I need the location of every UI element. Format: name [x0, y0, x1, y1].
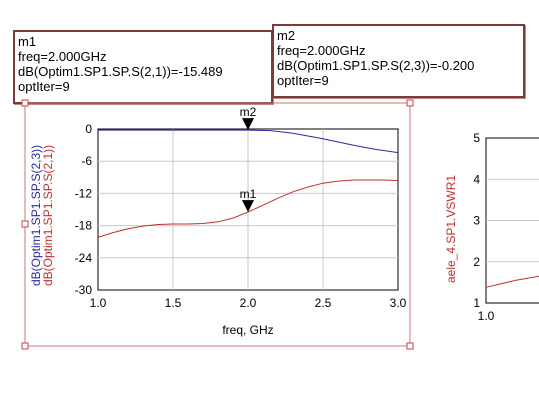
marker-m1-iter: optIter=9 [18, 79, 70, 94]
y-tick-label-right: 2 [473, 255, 480, 269]
y-tick-label-right: 3 [473, 214, 480, 228]
x-tick-label: 2.5 [315, 296, 332, 310]
marker-m1-value: dB(Optim1.SP1.SP.S(2,1))=-15.489 [18, 64, 223, 79]
marker-m2-iter: optIter=9 [277, 73, 329, 88]
x-tick-label: 1.5 [165, 296, 182, 310]
marker-m1-name: m1 [18, 34, 37, 49]
ylabel-s23: dB(Optim1.SP1.SP.S(2,3)) [29, 145, 43, 286]
xlabel: freq, GHz [222, 323, 273, 337]
y-tick-label-right: 1 [473, 296, 480, 310]
series-line-vswr [485, 275, 539, 288]
marker-m2-value: dB(Optim1.SP1.SP.S(2,3))=-0.200 [277, 58, 475, 73]
y-tick-label-right: 5 [473, 131, 480, 145]
marker-m1-freq: freq=2.000GHz [18, 49, 107, 64]
resize-handle-bl[interactable] [21, 342, 29, 350]
marker-m2-name: m2 [277, 28, 296, 43]
marker-m2-readout[interactable]: m2 freq=2.000GHz dB(Optim1.SP1.SP.S(2,3)… [272, 24, 525, 98]
marker-m2-label: m2 [240, 105, 257, 119]
resize-handle-tr[interactable] [406, 99, 414, 107]
y-tick-label: 0 [85, 122, 92, 136]
marker-m1-label: m1 [240, 187, 257, 201]
tick-labels-right: 5 4 3 2 11.0 [473, 131, 494, 323]
resize-handle-br[interactable] [406, 342, 414, 350]
y-tick-label: -24 [75, 251, 93, 265]
resize-handle-tl[interactable] [21, 99, 29, 107]
tick-labels: 1.0 1.5 2.0 2.5 3.0 0 -6 -12 -18 -24 -30 [75, 122, 407, 310]
grid-lines-right [486, 178, 539, 263]
y-tick-label: -6 [81, 154, 92, 168]
series-group-right [485, 275, 539, 288]
x-tick-label: 3.0 [390, 296, 407, 310]
y-tick-label-right: 4 [473, 172, 480, 186]
ylabel-s21: dB(Optim1.SP1.SP.S(2,1)) [41, 145, 55, 286]
marker-m2-triangle [242, 118, 254, 131]
series-line-s23 [98, 129, 399, 154]
marker-group: m1 m2 [240, 105, 257, 213]
marker-m1-readout[interactable]: m1 freq=2.000GHz dB(Optim1.SP1.SP.S(2,1)… [13, 30, 273, 104]
y-tick-label: -18 [75, 219, 93, 233]
marker-m1-triangle [242, 200, 254, 213]
x-tick-label: 1.0 [90, 296, 107, 310]
y-tick-label: -30 [75, 283, 93, 297]
y-tick-label: -12 [75, 186, 93, 200]
resize-handle-left-mid[interactable] [21, 220, 29, 228]
ylabel-vswr: aele_4.SP1.VSWR1 [444, 175, 458, 283]
x-tick-label: 2.0 [240, 296, 257, 310]
marker-m2-freq: freq=2.000GHz [277, 43, 366, 58]
x-tick-label-right: 1.0 [478, 309, 495, 323]
